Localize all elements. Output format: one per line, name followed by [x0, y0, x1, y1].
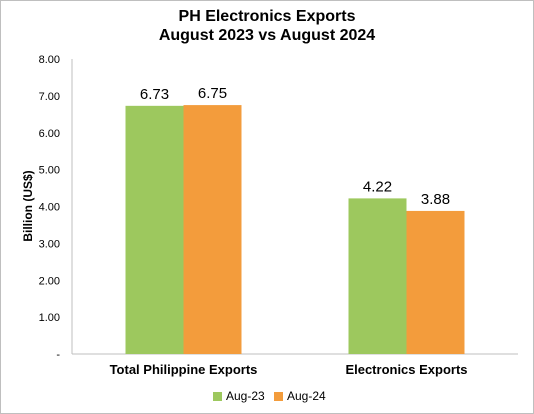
legend-swatch-aug-23 — [213, 391, 222, 401]
bar — [183, 105, 242, 354]
data-label: 3.88 — [421, 191, 450, 208]
legend-label-aug-24: Aug-24 — [287, 389, 326, 403]
x-tick-label: Electronics Exports — [345, 362, 467, 377]
chart-title-line-1: PH Electronics Exports — [178, 8, 356, 25]
bar — [125, 105, 184, 354]
y-tick-label: 4.00 — [39, 202, 60, 214]
legend-item-aug-24: Aug-24 — [274, 389, 326, 403]
bar — [406, 210, 465, 354]
y-tick-label: 7.00 — [39, 91, 60, 103]
y-tick-label: 8.00 — [39, 54, 60, 66]
data-label: 6.75 — [198, 85, 227, 102]
y-tick-label: 1.00 — [39, 312, 60, 324]
y-tick-label: 3.00 — [39, 238, 60, 250]
y-tick-label: - — [56, 349, 60, 361]
data-label: 4.22 — [363, 178, 392, 195]
bar — [348, 198, 407, 354]
legend-swatch-aug-24 — [274, 391, 283, 401]
legend-item-aug-23: Aug-23 — [213, 389, 265, 403]
chart-title-line-2: August 2023 vs August 2024 — [158, 27, 376, 44]
y-tick-label: 2.00 — [39, 275, 60, 287]
data-label: 6.73 — [140, 86, 169, 103]
legend-label-aug-23: Aug-23 — [226, 389, 265, 403]
x-tick-label: Total Philippine Exports — [110, 362, 258, 377]
y-tick-label: 6.00 — [39, 128, 60, 140]
y-tick-label: 5.00 — [39, 165, 60, 177]
